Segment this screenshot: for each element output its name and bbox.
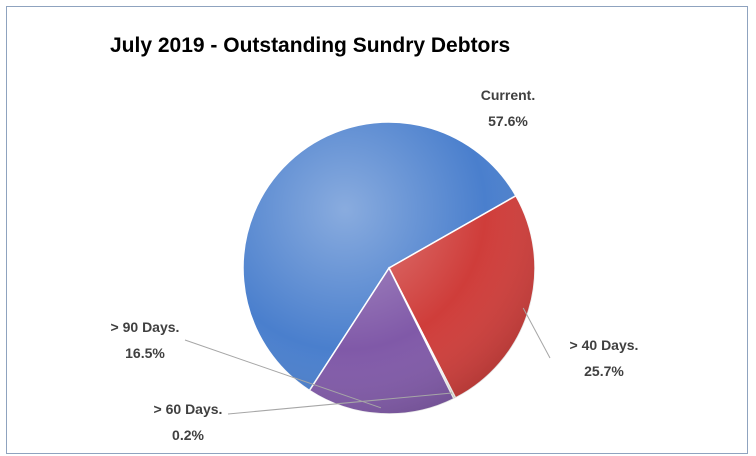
slice-label: Current. xyxy=(481,87,535,103)
slice-label: > 90 Days. xyxy=(111,319,180,335)
leader-line xyxy=(227,392,453,415)
slice-percent-label: 57.6% xyxy=(488,113,528,129)
slice-percent-label: 16.5% xyxy=(125,345,165,361)
leader-line xyxy=(522,307,551,359)
leader-line xyxy=(184,339,382,409)
slice-label: > 60 Days. xyxy=(154,401,223,417)
slice-percent-label: 25.7% xyxy=(584,363,624,379)
slice-label: > 40 Days. xyxy=(570,337,639,353)
chart-title: July 2019 - Outstanding Sundry Debtors xyxy=(110,34,511,57)
slice-percent-label: 0.2% xyxy=(172,427,204,443)
